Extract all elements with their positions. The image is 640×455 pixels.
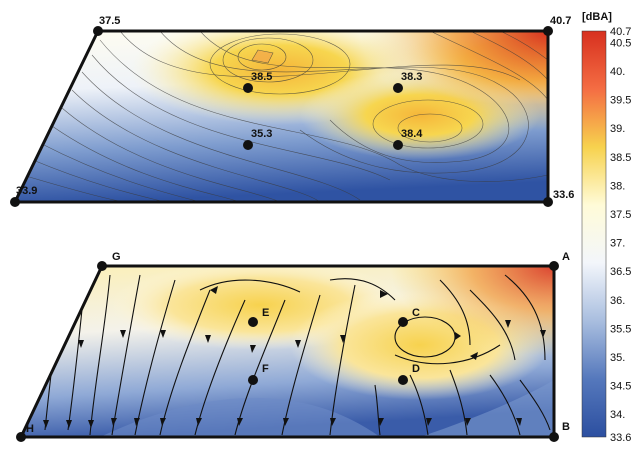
top-measure-point: [393, 83, 403, 93]
bottom-corner-label: G: [112, 251, 121, 263]
top-measure-value: 38.4: [401, 128, 423, 140]
bottom-corner-label: H: [26, 423, 34, 435]
top-measure-value: 38.3: [401, 71, 422, 83]
top-corner-point: [543, 197, 553, 207]
top-corner-point: [543, 26, 553, 36]
colorbar-tick-label: 40.: [610, 66, 625, 78]
top-measure-value: 38.5: [251, 71, 272, 83]
colorbar-tick-label: 34.: [610, 409, 625, 421]
streamlines: [44, 274, 551, 436]
colorbar-tick-label: 36.5: [610, 266, 631, 278]
top-measure-point: [243, 83, 253, 93]
bottom-measure-point: [398, 317, 408, 327]
bottom-measure-label: D: [412, 363, 420, 375]
bottom-measure-label: E: [262, 307, 269, 319]
top-measure-point: [243, 140, 253, 150]
colorbar-tick-label: 39.5: [610, 95, 631, 107]
colorbar-tick-label: 39.: [610, 123, 625, 135]
colorbar: [dBA] 40.740.5 40. 39.5 39. 38.5 38. 37.5 37. 36…: [581, 11, 631, 444]
colorbar-tick-label: 37.5: [610, 209, 631, 221]
top-corner-value: 33.6: [553, 189, 574, 201]
colorbar-ticks: 40.740.5 40. 39.5 39. 38.5 38. 37.5 37. 36.5 36. 3…: [610, 26, 631, 444]
colorbar-tick-label: 35.5: [610, 323, 631, 335]
bottom-corner-point: [549, 261, 559, 271]
colorbar-tick-label: 38.: [610, 180, 625, 192]
top-corner-value: 33.9: [16, 185, 37, 197]
top-corner-value: 37.5: [99, 15, 120, 27]
bottom-measure-point: [398, 375, 408, 385]
bottom-measure-point: [248, 317, 258, 327]
contour-lines: [25, 31, 548, 202]
colorbar-tick-label: 40.7: [610, 26, 631, 38]
bottom-corner-label: B: [562, 421, 570, 433]
top-corner-point: [93, 26, 103, 36]
bottom-measure-label: F: [262, 363, 269, 375]
top-contour-panel: 37.5 40.7 33.6 33.9 38.5 38.3 35.3 38.4: [10, 15, 574, 207]
top-corner-point: [10, 197, 20, 207]
bottom-corner-point: [16, 432, 26, 442]
bottom-corner-label: A: [562, 251, 570, 263]
bottom-measure-point: [248, 375, 258, 385]
top-measure-point: [393, 140, 403, 150]
bottom-streamline-panel: G A B H E C F D: [16, 251, 570, 442]
bottom-corner-point: [97, 261, 107, 271]
colorbar-gradient: [581, 30, 607, 438]
streamline-arrows: [43, 286, 546, 428]
colorbar-tick-label: 40.5: [610, 37, 631, 49]
bottom-corner-point: [549, 432, 559, 442]
colorbar-tick-label: 34.5: [610, 381, 631, 393]
colorbar-tick-label: 33.6: [610, 432, 631, 444]
top-measure-value: 35.3: [251, 128, 272, 140]
colorbar-tick-label: 37.: [610, 238, 625, 250]
colorbar-unit: [dBA]: [582, 11, 612, 23]
top-corner-value: 40.7: [550, 15, 571, 27]
colorbar-tick-label: 35.: [610, 352, 625, 364]
bottom-measure-label: C: [412, 307, 420, 319]
colorbar-tick-label: 38.5: [610, 152, 631, 164]
colorbar-tick-label: 36.: [610, 295, 625, 307]
